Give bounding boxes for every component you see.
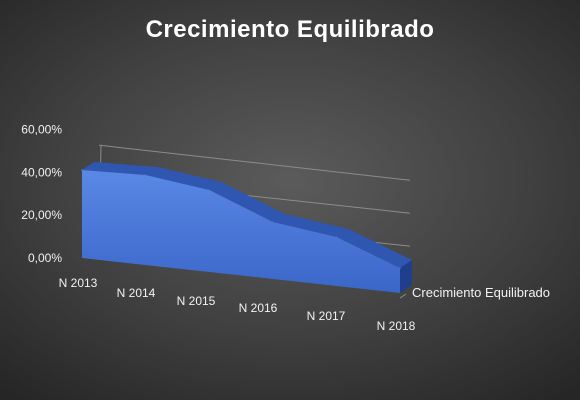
y-tick-label: 60,00%	[21, 123, 62, 137]
x-tick-label: N 2018	[377, 319, 416, 333]
series-label: Crecimiento Equilibrado	[412, 285, 550, 300]
data-point	[144, 174, 147, 176]
x-tick-label: N 2016	[239, 301, 278, 315]
area-top-face	[82, 162, 412, 268]
x-tick-label: N 2013	[59, 276, 98, 290]
y-tick-label: 40,00%	[21, 165, 62, 179]
x-tick-label: N 2017	[307, 309, 346, 323]
x-tick-label: N 2015	[177, 294, 216, 308]
depth-tick	[399, 293, 407, 299]
data-point	[335, 236, 338, 238]
area-front-face	[82, 170, 400, 293]
chart-title: Crecimiento Equilibrado	[145, 16, 435, 43]
area-side-face	[400, 260, 412, 293]
x-tick-label: N 2014	[117, 286, 156, 300]
data-point	[208, 189, 210, 191]
data-point	[399, 267, 401, 269]
data-point	[272, 221, 274, 223]
gridline	[98, 144, 411, 181]
y-tick-label: 20,00%	[21, 208, 62, 222]
data-point	[81, 169, 83, 171]
y-tick-label: 0,00%	[28, 251, 62, 265]
